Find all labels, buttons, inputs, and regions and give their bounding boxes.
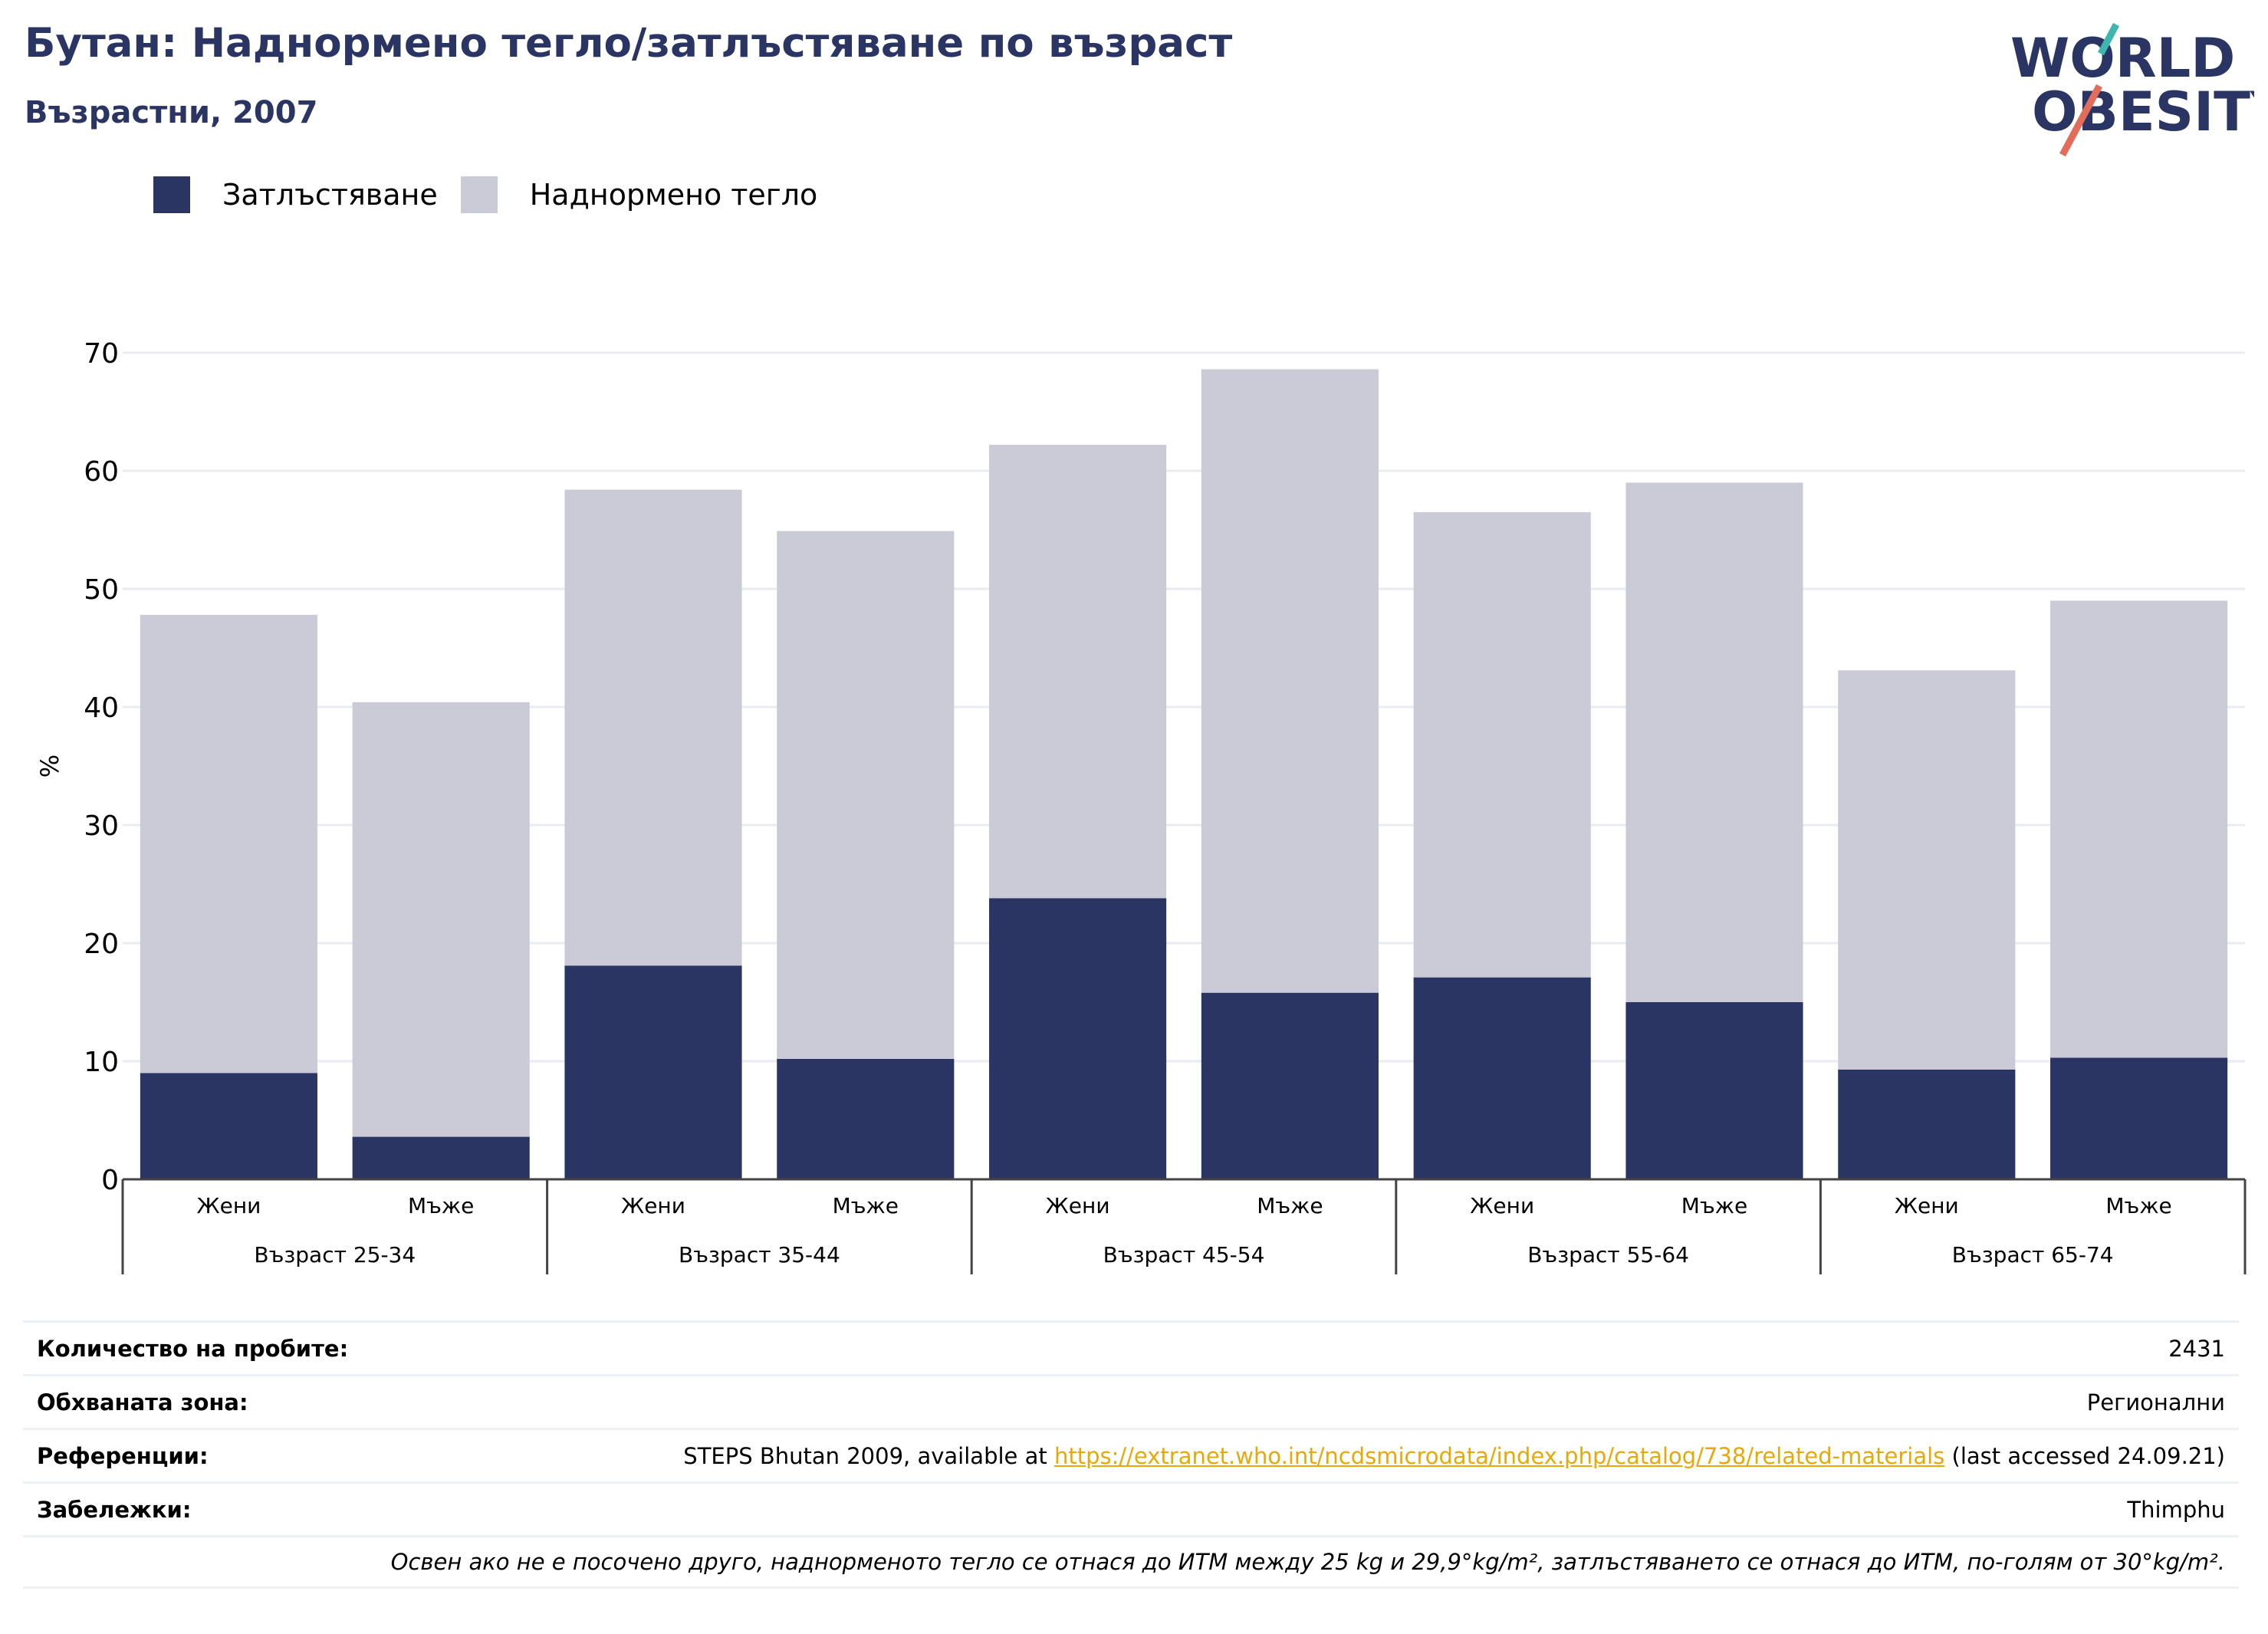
references-suffix: (last accessed 24.09.21) <box>1944 1442 2226 1469</box>
y-axis-label: % <box>35 755 64 778</box>
logo-slash-red <box>2059 84 2102 157</box>
legend-swatch-overweight <box>460 176 498 213</box>
references-value: STEPS Bhutan 2009, available at https://… <box>683 1443 2225 1469</box>
sample-size-value: 2431 <box>2168 1335 2225 1362</box>
group-label: Възраст 45-54 <box>1103 1242 1265 1267</box>
y-tick-label: 30 <box>84 810 119 842</box>
logo-slash-teal <box>2098 23 2119 56</box>
bar-obesity <box>1625 1002 1803 1179</box>
x-tick-label: Мъже <box>1681 1193 1747 1218</box>
bar-overweight <box>2050 600 2228 1058</box>
y-tick-label: 10 <box>84 1047 119 1078</box>
logo-text-world: WORLD <box>2010 27 2235 90</box>
world-obesity-logo: WORLD OBESITY <box>2010 23 2254 157</box>
footnote: Освен ако не е посочено друго, наднормен… <box>390 1549 2225 1575</box>
bar-overweight <box>1413 511 1591 978</box>
y-tick-label: 40 <box>84 692 119 724</box>
area-label: Обхваната зона: <box>37 1389 248 1415</box>
area-value: Регионални <box>2086 1389 2225 1415</box>
group-label: Възраст 65-74 <box>1952 1242 2114 1267</box>
bar-overweight <box>1838 670 2016 1070</box>
x-tick-label: Мъже <box>2105 1193 2171 1218</box>
y-tick-label: 70 <box>84 338 119 370</box>
legend-label-obesity: Затлъстяване <box>222 178 438 212</box>
y-tick-label: 50 <box>84 574 119 606</box>
x-tick-label: Жени <box>1895 1193 1959 1218</box>
group-label: Възраст 35-44 <box>679 1242 840 1267</box>
logo-text-obesity: OBESITY <box>2032 81 2254 143</box>
x-tick-label: Жени <box>621 1193 685 1218</box>
bar-overweight <box>989 445 1167 899</box>
bar-obesity <box>1838 1069 2016 1179</box>
notes-label: Забележки: <box>37 1496 192 1523</box>
bar-overweight <box>1201 369 1379 993</box>
y-tick-label: 0 <box>101 1165 119 1196</box>
group-label: Възраст 55-64 <box>1527 1242 1689 1267</box>
bar-obesity <box>1201 992 1379 1179</box>
x-tick-label: Жени <box>1470 1193 1534 1218</box>
group-label: Възраст 25-34 <box>254 1242 416 1267</box>
x-tick-label: Жени <box>196 1193 261 1218</box>
x-tick-label: Мъже <box>1257 1193 1323 1218</box>
info-row-sample-size: Количество на пробите: 2431 <box>23 1320 2239 1374</box>
bar-obesity <box>352 1136 530 1179</box>
references-label: Референции: <box>37 1442 209 1469</box>
info-row-footnote: Освен ако не е посочено друго, наднормен… <box>23 1535 2239 1589</box>
bar-chart: 0 10 20 30 40 50 60 70% Жени Мъже Жени Мъже Жени Мъже… <box>35 338 2247 1274</box>
legend-item-overweight[interactable]: Наднормено тегло <box>460 176 818 213</box>
bar-obesity <box>777 1058 955 1179</box>
notes-value: Thimphu <box>2127 1496 2225 1523</box>
references-link[interactable]: https://extranet.who.int/ncdsmicrodata/i… <box>1053 1442 1945 1469</box>
info-row-area: Обхваната зона: Регионални <box>23 1374 2239 1428</box>
x-tick-label: Мъже <box>408 1193 474 1218</box>
info-table: Количество на пробите: 2431 Обхваната зо… <box>23 1320 2239 1589</box>
bar-obesity <box>1413 977 1591 1179</box>
legend: Затлъстяване Наднормено тегло <box>153 176 840 213</box>
x-tick-label: Мъже <box>833 1193 899 1218</box>
bar-overweight <box>564 489 742 966</box>
bar-obesity <box>140 1073 317 1179</box>
bar-overweight <box>1625 482 1803 1002</box>
bar-obesity <box>2050 1057 2228 1179</box>
y-tick-label: 60 <box>84 456 119 488</box>
bar-obesity <box>564 965 742 1179</box>
legend-swatch-obesity <box>153 176 190 213</box>
bar-obesity <box>989 898 1167 1179</box>
y-tick-label: 20 <box>84 929 119 960</box>
sample-size-label: Количество на пробите: <box>37 1335 349 1362</box>
chart-subtitle: Възрастни, 2007 <box>25 95 318 130</box>
references-prefix: STEPS Bhutan 2009, available at <box>683 1442 1054 1469</box>
bar-overweight <box>352 702 530 1137</box>
legend-item-obesity[interactable]: Затлъстяване <box>153 176 438 213</box>
info-row-references: Референции: STEPS Bhutan 2009, available… <box>23 1428 2239 1481</box>
bar-overweight <box>140 614 317 1073</box>
x-tick-label: Жени <box>1046 1193 1110 1218</box>
legend-label-overweight: Наднормено тегло <box>529 178 818 212</box>
info-row-notes: Забележки: Thimphu <box>23 1481 2239 1535</box>
bar-overweight <box>777 531 955 1059</box>
chart-title: Бутан: Наднормено тегло/затлъстяване по … <box>25 20 1233 67</box>
